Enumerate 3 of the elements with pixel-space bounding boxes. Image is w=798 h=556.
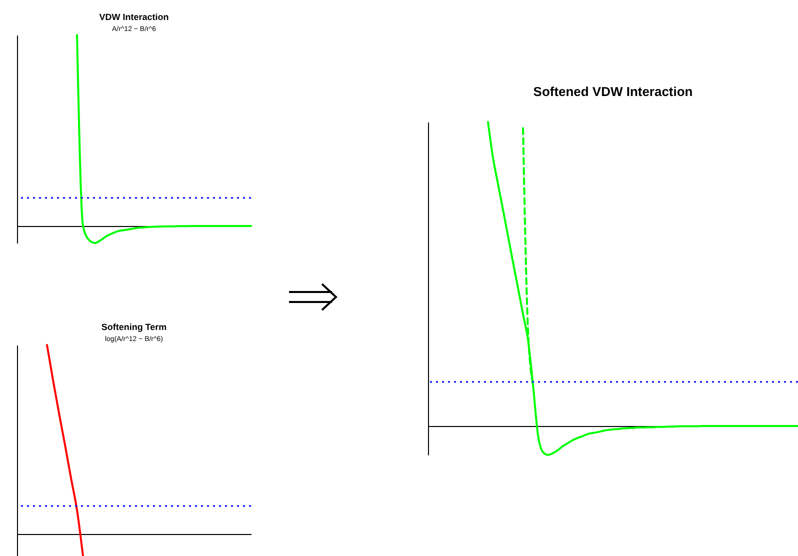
chart-title: Softened VDW Interaction bbox=[533, 84, 693, 99]
chart-title: Softening Term bbox=[101, 322, 167, 332]
chart-title: VDW Interaction bbox=[99, 12, 169, 22]
